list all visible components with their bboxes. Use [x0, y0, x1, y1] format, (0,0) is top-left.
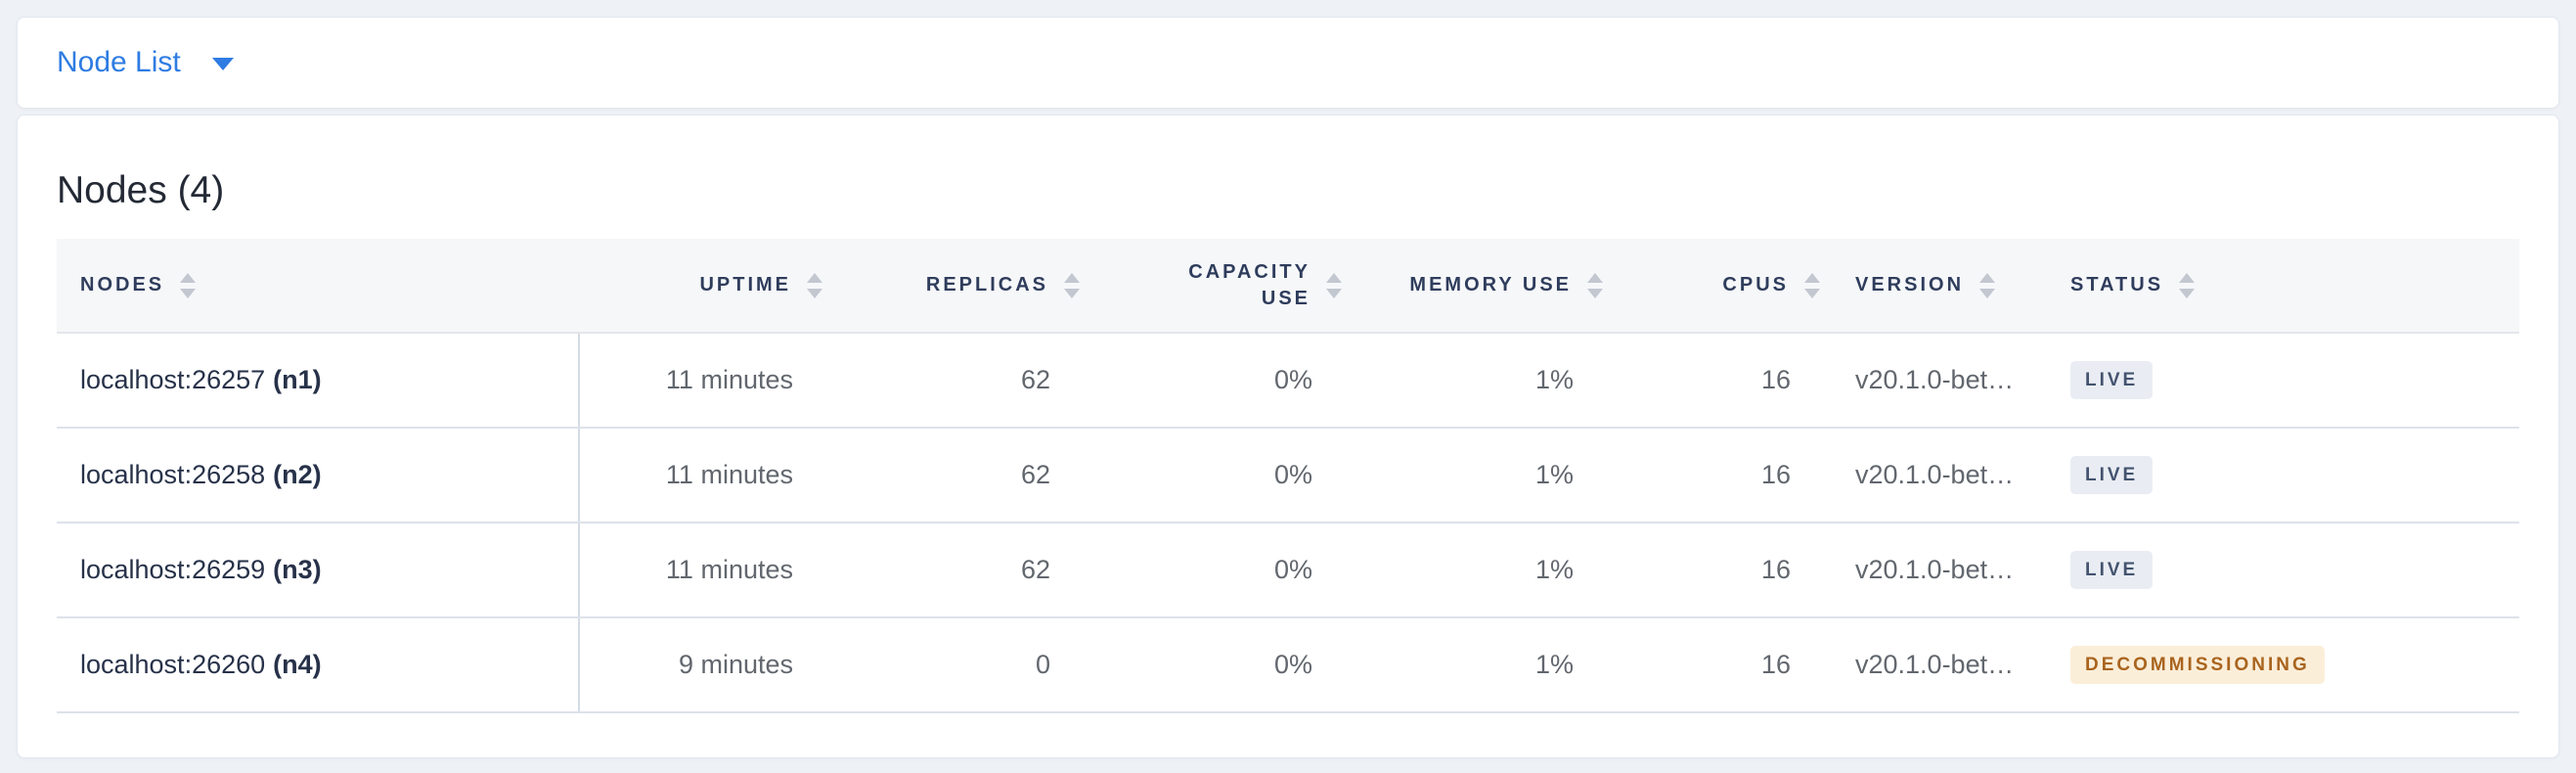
- caret-down-icon: [211, 58, 234, 70]
- column-header-label: CAPACITY USE: [1188, 260, 1310, 309]
- column-header-label: REPLICAS: [925, 274, 1048, 296]
- table-row[interactable]: localhost:26257 (n1) 11 minutes 62 0% 1% …: [57, 333, 2519, 429]
- memory-use-cell: 1%: [1342, 428, 1603, 523]
- replicas-cell: 0: [822, 617, 1080, 713]
- uptime-cell: 11 minutes: [579, 523, 822, 618]
- version-cell: v20.1.0-bet…: [1820, 428, 2066, 523]
- table-row[interactable]: localhost:26260 (n4) 9 minutes 0 0% 1% 16…: [57, 617, 2519, 713]
- memory-use-cell: 1%: [1342, 617, 1603, 713]
- column-header-cpus[interactable]: CPUS: [1603, 239, 1820, 334]
- sort-icon: [2179, 272, 2196, 298]
- sort-icon: [1064, 272, 1080, 298]
- cpus-cell: 16: [1603, 523, 1820, 618]
- view-selector-bar: Node List: [17, 17, 2559, 109]
- sort-icon: [1587, 272, 1603, 298]
- node-address-cell: localhost:26258 (n2): [57, 428, 580, 523]
- node-address-cell: localhost:26259 (n3): [57, 523, 580, 618]
- replicas-cell: 62: [822, 428, 1080, 523]
- column-header-label: NODES: [80, 274, 165, 296]
- capacity-use-cell: 0%: [1080, 617, 1342, 713]
- nodes-table: NODES UPTIME REPLICAS: [57, 239, 2519, 713]
- table-header-row: NODES UPTIME REPLICAS: [57, 239, 2519, 334]
- node-id: (n3): [273, 555, 322, 584]
- node-list-dropdown[interactable]: Node List: [57, 48, 234, 77]
- status-badge: LIVE: [2070, 361, 2154, 399]
- node-address-cell: localhost:26260 (n4): [57, 617, 580, 713]
- status-cell: LIVE: [2066, 428, 2519, 523]
- node-id: (n2): [273, 460, 322, 489]
- column-header-replicas[interactable]: REPLICAS: [822, 239, 1080, 334]
- sort-icon: [180, 272, 197, 298]
- replicas-cell: 62: [822, 523, 1080, 618]
- page-title: Nodes (4): [57, 169, 225, 211]
- node-id: (n1): [273, 365, 322, 394]
- cpus-cell: 16: [1603, 333, 1820, 429]
- table-row[interactable]: localhost:26258 (n2) 11 minutes 62 0% 1% …: [57, 428, 2519, 523]
- sort-icon: [1804, 272, 1820, 298]
- node-id: (n4): [273, 650, 322, 679]
- memory-use-cell: 1%: [1342, 333, 1603, 429]
- status-badge: DECOMMISSIONING: [2070, 646, 2325, 684]
- version-cell: v20.1.0-bet…: [1820, 333, 2066, 429]
- status-cell: DECOMMISSIONING: [2066, 617, 2519, 713]
- sort-icon: [1326, 272, 1342, 298]
- column-header-capacity-use[interactable]: CAPACITY USE: [1080, 239, 1342, 334]
- table-row[interactable]: localhost:26259 (n3) 11 minutes 62 0% 1% …: [57, 523, 2519, 618]
- status-cell: LIVE: [2066, 523, 2519, 618]
- uptime-cell: 11 minutes: [579, 333, 822, 429]
- memory-use-cell: 1%: [1342, 523, 1603, 618]
- column-header-nodes[interactable]: NODES: [57, 239, 579, 334]
- version-cell: v20.1.0-bet…: [1820, 523, 2066, 618]
- version-cell: v20.1.0-bet…: [1820, 617, 2066, 713]
- uptime-cell: 9 minutes: [579, 617, 822, 713]
- capacity-use-cell: 0%: [1080, 523, 1342, 618]
- cpus-cell: 16: [1603, 617, 1820, 713]
- column-header-version[interactable]: VERSION: [1820, 239, 2066, 334]
- column-header-label: STATUS: [2070, 274, 2164, 296]
- replicas-cell: 62: [822, 333, 1080, 429]
- node-list-dropdown-label: Node List: [57, 46, 181, 78]
- capacity-use-cell: 0%: [1080, 333, 1342, 429]
- status-badge: LIVE: [2070, 456, 2154, 494]
- nodes-card: Nodes (4) NODES UPTIME: [17, 114, 2559, 758]
- node-address-cell: localhost:26257 (n1): [57, 333, 580, 429]
- uptime-cell: 11 minutes: [579, 428, 822, 523]
- status-cell: LIVE: [2066, 333, 2519, 429]
- column-header-memory-use[interactable]: MEMORY USE: [1342, 239, 1603, 334]
- column-header-label: MEMORY USE: [1409, 274, 1572, 296]
- sort-icon: [807, 272, 822, 298]
- column-header-label: UPTIME: [699, 274, 791, 296]
- column-header-uptime[interactable]: UPTIME: [579, 239, 822, 334]
- column-header-label: CPUS: [1722, 274, 1789, 296]
- status-badge: LIVE: [2070, 551, 2154, 589]
- cpus-cell: 16: [1603, 428, 1820, 523]
- column-header-label: VERSION: [1855, 274, 1965, 296]
- sort-icon: [1979, 272, 1996, 298]
- column-header-status[interactable]: STATUS: [2066, 239, 2519, 334]
- capacity-use-cell: 0%: [1080, 428, 1342, 523]
